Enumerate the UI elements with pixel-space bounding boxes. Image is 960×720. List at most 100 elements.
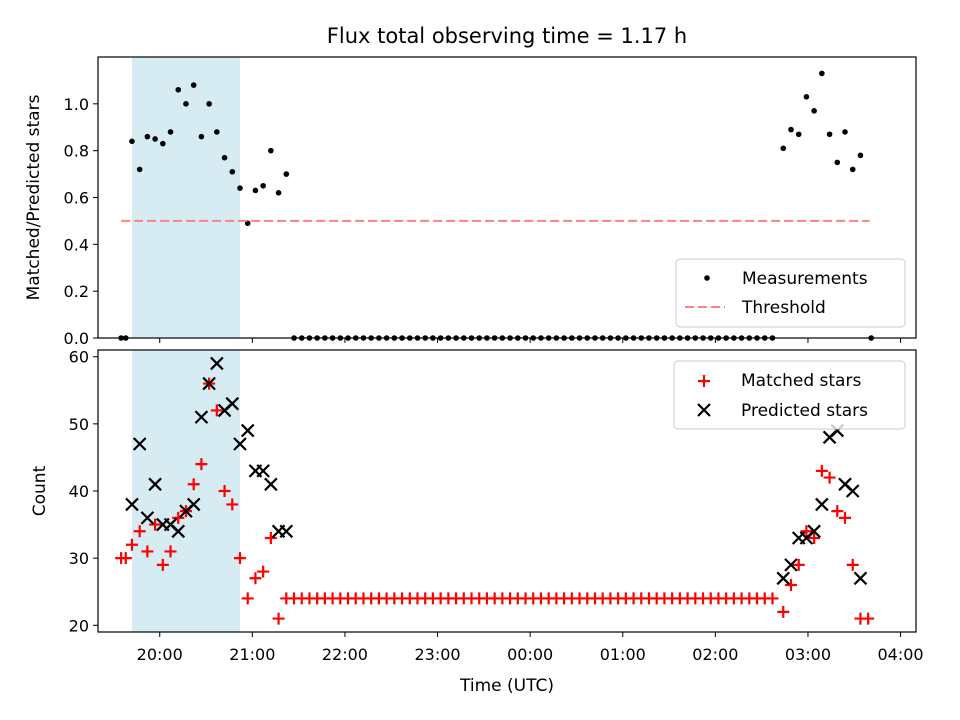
y-tick-label: 1.0	[64, 95, 89, 114]
matched-star-point	[264, 532, 277, 544]
measurement-point	[826, 131, 833, 138]
measurement-point	[842, 129, 848, 135]
matched-star-point	[210, 404, 223, 417]
matched-star-point	[218, 485, 231, 497]
matched-star-point	[249, 572, 262, 585]
legend-marker-measurements	[704, 275, 710, 281]
legend-frame	[675, 258, 906, 328]
predicted-star-point	[140, 511, 155, 525]
predicted-star-point	[279, 524, 294, 539]
matched-star-point	[846, 558, 859, 571]
y-tick-label: 30	[69, 549, 89, 568]
measurement-point	[849, 166, 856, 173]
predicted-star-point	[194, 410, 209, 424]
matched-star-point	[172, 511, 185, 524]
measurement-point	[260, 182, 266, 189]
matched-star-point	[125, 538, 138, 551]
matched-star-point	[233, 552, 246, 565]
x-axis-label: Time (UTC)	[459, 676, 554, 696]
legend-bottom: Matched stars Predicted stars	[673, 360, 906, 430]
measurement-point	[175, 86, 182, 93]
measurement-point	[152, 136, 158, 142]
predicted-star-point	[210, 356, 224, 371]
predicted-star-point	[776, 571, 791, 586]
legend-top: Measurements Threshold	[675, 258, 906, 328]
x-tick-label: 20:00	[137, 645, 183, 664]
legend-label-threshold: Threshold	[741, 298, 826, 318]
matched-star-point	[133, 525, 146, 538]
measurement-point	[198, 133, 205, 140]
measurement-point	[183, 101, 189, 107]
measurement-point	[795, 131, 802, 138]
matched-star-point	[257, 565, 270, 578]
y-tick-label: 40	[69, 482, 89, 501]
x-tick-label: 03:00	[785, 645, 831, 664]
measurement-point	[190, 82, 197, 88]
x-tick-label: 22:00	[322, 645, 368, 664]
measurement-point	[252, 187, 259, 194]
matched-star-point	[831, 505, 844, 518]
predicted-star-point	[225, 396, 240, 411]
measurement-point	[780, 145, 787, 152]
measurement-point	[167, 129, 174, 135]
legend-label-measurements: Measurements	[742, 269, 868, 289]
measurement-point	[283, 171, 290, 177]
x-tick-label: 21:00	[229, 645, 275, 664]
measurement-point	[214, 129, 220, 135]
matched-star-point	[839, 511, 852, 524]
highlight-span	[131, 57, 240, 338]
predicted-star-point	[256, 464, 270, 478]
matched-star-point	[272, 612, 285, 625]
measurement-point	[788, 126, 794, 133]
measurement-point	[229, 168, 236, 175]
y-tick-label: 0.6	[64, 189, 89, 208]
x-tick-label: 23:00	[414, 645, 460, 664]
x-tick-label: 01:00	[600, 645, 646, 664]
measurement-point	[803, 94, 810, 100]
measurement-point	[160, 140, 166, 147]
predicted-star-point	[148, 477, 162, 492]
legend-marker-matched	[698, 375, 710, 387]
matched-star-point	[156, 558, 169, 571]
matched-star-point	[800, 525, 813, 538]
measurement-point	[268, 147, 274, 154]
measurement-point	[811, 108, 817, 114]
measurement-point	[857, 152, 864, 159]
matched-star-point	[808, 532, 821, 544]
y-tick-label: 0.8	[64, 142, 89, 161]
predicted-star-point	[845, 484, 860, 498]
matched-star-point	[862, 612, 875, 625]
measurement-point	[136, 166, 143, 173]
bottom-panel: 20 30 40 50 60 20:00 21:00 22:00 23:00 00:00 01:00…	[30, 348, 924, 696]
predicted-star-point	[784, 558, 798, 572]
matched-star-point	[815, 464, 828, 477]
matched-star-point	[119, 552, 132, 565]
measurement-point	[144, 133, 151, 140]
y-tick-label: 0.4	[64, 235, 89, 254]
y-tick-label: 60	[69, 348, 89, 367]
predicted-star-point	[853, 571, 868, 586]
matched-star-point	[164, 545, 177, 558]
y-tick-label: 0.0	[64, 329, 89, 348]
matched-star-point	[195, 458, 208, 471]
legend-label-matched: Matched stars	[741, 371, 861, 391]
measurement-point	[221, 154, 228, 161]
measurement-point	[206, 101, 212, 107]
predicted-star-point	[233, 437, 247, 451]
predicted-star-point	[171, 524, 186, 539]
predicted-star-point	[125, 497, 139, 512]
axes-frame	[97, 56, 917, 339]
measurement-point	[237, 185, 243, 191]
predicted-star-point	[186, 497, 201, 512]
matched-star-point	[766, 592, 779, 605]
predicted-star-point	[202, 376, 216, 391]
y-tick-label: 20	[69, 616, 89, 635]
predicted-star-point	[132, 437, 147, 451]
x-tick-label: 02:00	[692, 645, 738, 664]
matched-star-point	[226, 498, 239, 511]
x-tick-label: 04:00	[878, 645, 924, 664]
matched-star-point	[141, 545, 154, 558]
predicted-star-point	[240, 423, 255, 438]
matched-star-point	[823, 471, 836, 484]
